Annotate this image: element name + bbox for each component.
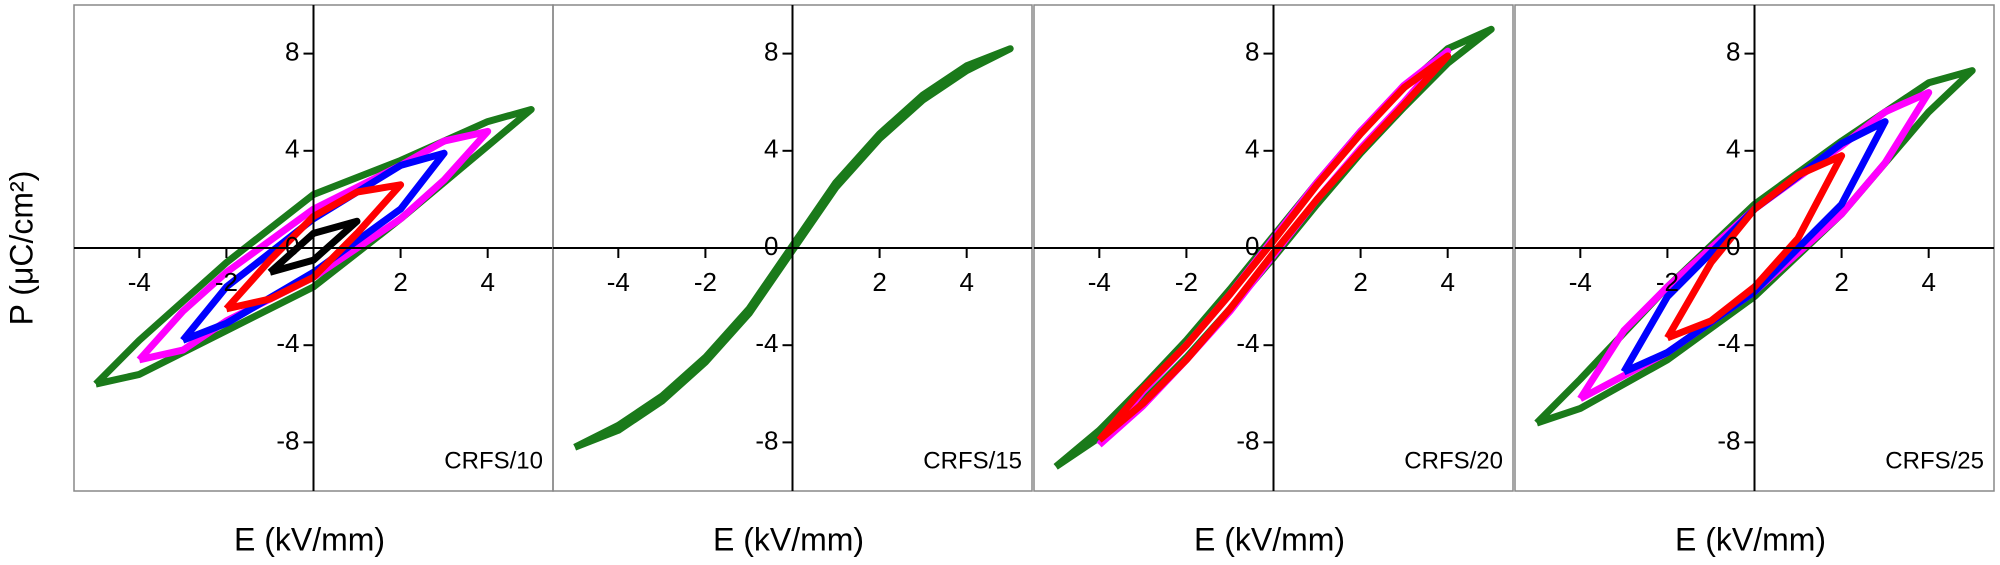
loop-line bbox=[1096, 52, 1452, 443]
x-tick-label: -2 bbox=[694, 267, 717, 297]
y-tick-label: 0 bbox=[285, 231, 299, 261]
loop-line bbox=[93, 106, 535, 388]
y-tick-label: 0 bbox=[764, 231, 778, 261]
y-tick-label: 4 bbox=[1726, 134, 1740, 164]
plot-area bbox=[573, 45, 1014, 451]
x-tick-label: 4 bbox=[480, 267, 494, 297]
y-tick-label: -8 bbox=[1236, 425, 1259, 455]
plot-area bbox=[1053, 25, 1495, 470]
annotation: CRFS/10 bbox=[444, 447, 543, 474]
y-tick-label: 8 bbox=[1245, 36, 1259, 66]
plot-area bbox=[1534, 67, 1976, 427]
annotation: CRFS/25 bbox=[1885, 447, 1984, 474]
x-tick-label: -4 bbox=[1088, 267, 1111, 297]
annotation: CRFS/20 bbox=[1404, 447, 1503, 474]
x-tick-label: -4 bbox=[1569, 267, 1592, 297]
y-tick-label: -8 bbox=[1717, 425, 1740, 455]
x-tick-label: 2 bbox=[872, 267, 886, 297]
y-tick-label: 4 bbox=[285, 134, 299, 164]
loop-line bbox=[267, 217, 361, 276]
x-tick-label: -4 bbox=[607, 267, 630, 297]
x-tick-label: 2 bbox=[1353, 267, 1367, 297]
y-tick-label: -4 bbox=[276, 328, 299, 358]
loop-line bbox=[573, 45, 1014, 451]
x-tick-label: -2 bbox=[1175, 267, 1198, 297]
y-tick-label: -8 bbox=[276, 425, 299, 455]
y-tick-label: 4 bbox=[1245, 134, 1259, 164]
x-tick-label: 4 bbox=[959, 267, 973, 297]
x-tick-label: -2 bbox=[1656, 267, 1679, 297]
y-tick-label: 8 bbox=[1726, 36, 1740, 66]
y-tick-label: 4 bbox=[764, 134, 778, 164]
x-tick-label: 2 bbox=[393, 267, 407, 297]
y-axis-label: P (μC/cm²) bbox=[3, 171, 39, 326]
y-tick-label: -4 bbox=[1236, 328, 1259, 358]
y-tick-label: 8 bbox=[285, 36, 299, 66]
y-tick-label: 0 bbox=[1245, 231, 1259, 261]
x-tick-label: -4 bbox=[128, 267, 151, 297]
y-tick-label: 8 bbox=[764, 36, 778, 66]
x-axis-label: E (kV/mm) bbox=[713, 521, 864, 557]
x-axis-label: E (kV/mm) bbox=[1675, 521, 1826, 557]
y-tick-label: -4 bbox=[755, 328, 778, 358]
loop-line bbox=[1620, 118, 1889, 376]
x-axis-label: E (kV/mm) bbox=[1194, 521, 1345, 557]
y-tick-label: -4 bbox=[1717, 328, 1740, 358]
x-tick-label: 2 bbox=[1834, 267, 1848, 297]
x-tick-label: 4 bbox=[1440, 267, 1454, 297]
loop-line bbox=[223, 181, 405, 313]
annotation: CRFS/15 bbox=[923, 447, 1022, 474]
y-tick-label: -8 bbox=[755, 425, 778, 455]
loop-line bbox=[1664, 152, 1846, 342]
loop-line bbox=[180, 149, 448, 344]
plot-area bbox=[93, 106, 535, 388]
x-axis-label: E (kV/mm) bbox=[234, 521, 385, 557]
x-tick-label: 4 bbox=[1921, 267, 1935, 297]
x-tick-label: -2 bbox=[215, 267, 238, 297]
y-tick-label: 0 bbox=[1726, 231, 1740, 261]
